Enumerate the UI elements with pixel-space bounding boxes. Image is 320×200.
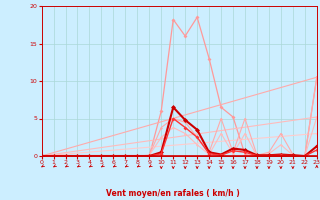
Text: Vent moyen/en rafales ( km/h ): Vent moyen/en rafales ( km/h ) — [106, 189, 240, 198]
